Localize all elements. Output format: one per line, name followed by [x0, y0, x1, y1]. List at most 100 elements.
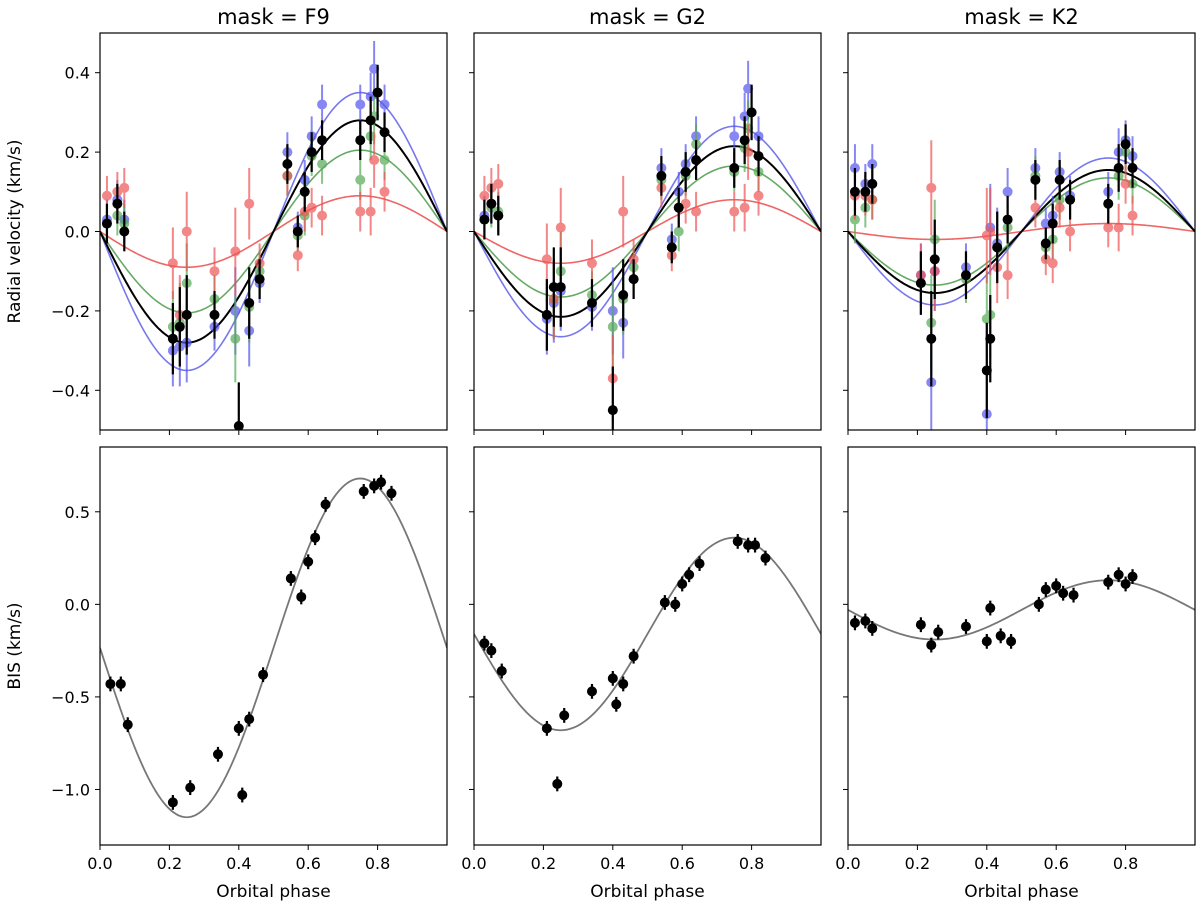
green-point — [230, 333, 241, 344]
BIS-point — [233, 723, 244, 734]
BIS-point — [237, 790, 248, 801]
BIS-point — [1127, 571, 1138, 582]
red-series — [101, 132, 390, 355]
red-point — [753, 190, 764, 201]
red-point — [1002, 270, 1013, 281]
BIS-point — [1120, 578, 1131, 589]
red-point — [209, 266, 220, 277]
panel-3: mask = K2 — [843, 5, 1196, 435]
plot-area — [474, 60, 821, 430]
red-point — [1120, 178, 1131, 189]
BIS-point — [115, 678, 126, 689]
black-point — [174, 321, 185, 332]
panel-5: 0.0 0.2 0.4 0.6 0.8 Orbital phase — [461, 446, 822, 902]
black-point — [929, 254, 940, 265]
x-tick-label: 0.4 — [600, 854, 625, 873]
axes-frame — [473, 446, 822, 846]
BIS-point — [244, 714, 255, 725]
red-point — [739, 202, 750, 213]
y-axis-label: BIS (km/s) — [5, 602, 25, 689]
blue-series — [101, 40, 390, 387]
red-point — [493, 178, 504, 189]
black-point — [1054, 174, 1065, 185]
BIS-point — [981, 636, 992, 647]
black-point — [292, 226, 303, 237]
BIS-point — [867, 623, 878, 634]
BIS-point — [926, 640, 937, 651]
BIS-point — [212, 749, 223, 760]
black-point — [101, 218, 112, 229]
red-point — [1065, 226, 1076, 237]
red-point — [926, 182, 937, 193]
BIS-series — [849, 567, 1138, 653]
black-point — [618, 290, 629, 301]
red-point — [119, 182, 130, 193]
black-point — [486, 198, 497, 209]
red-point — [1103, 222, 1114, 233]
black-series — [849, 124, 1138, 419]
x-axis-label: Orbital phase — [216, 882, 330, 902]
black-point — [915, 278, 926, 289]
green-point — [379, 155, 390, 166]
BIS-point — [1068, 590, 1079, 601]
black-point — [299, 186, 310, 197]
BIS-point — [743, 540, 754, 551]
black-point — [209, 309, 220, 320]
BIS-point — [296, 591, 307, 602]
x-tick-label: 0.0 — [835, 854, 860, 873]
BIS-point — [185, 782, 196, 793]
BIS-point — [960, 621, 971, 632]
BIS-point — [750, 540, 761, 551]
BIS-point — [1051, 580, 1062, 591]
red-series — [479, 124, 764, 423]
BIS-point — [552, 778, 563, 789]
black-point — [112, 198, 123, 209]
red-point — [101, 190, 112, 201]
green-point — [317, 159, 328, 170]
plot-area — [474, 534, 821, 792]
black-point — [548, 282, 559, 293]
red-point — [691, 206, 702, 217]
BIS-point — [541, 723, 552, 734]
green-point — [673, 226, 684, 237]
BIS-point — [628, 651, 639, 662]
panel-6: 0.0 0.2 0.4 0.6 0.8 Orbital phase — [835, 446, 1196, 902]
black-point — [586, 297, 597, 308]
black-point — [119, 226, 130, 237]
black-series — [479, 84, 764, 430]
plot-area — [100, 40, 447, 430]
black-point — [739, 135, 750, 146]
black-model-curve — [474, 145, 821, 318]
BIS-point — [320, 499, 331, 510]
BIS-point — [760, 553, 771, 564]
blue-point — [355, 99, 366, 110]
black-point — [729, 162, 740, 173]
black-point — [1113, 162, 1124, 173]
x-tick-label: 0.0 — [87, 854, 112, 873]
black-model-curve — [848, 168, 1195, 295]
red-point — [230, 246, 241, 257]
BIS-point — [670, 599, 681, 610]
BIS-point — [611, 699, 622, 710]
BIS-point — [486, 645, 497, 656]
black-point — [181, 309, 192, 320]
x-tick-label: 0.6 — [295, 854, 320, 873]
y-tick-label: 0.5 — [65, 503, 90, 522]
blue-point — [1002, 186, 1013, 197]
plot-area — [100, 474, 447, 819]
green-series — [849, 132, 1138, 371]
bis-fit-curve — [848, 579, 1195, 641]
panel-title: mask = G2 — [589, 5, 706, 29]
BIS-point — [167, 797, 178, 808]
black-point — [379, 127, 390, 138]
BIS-point — [1033, 599, 1044, 610]
panel-4: 0.0 0.2 0.4 0.6 0.8 0.5 0.0 −0.5 −1.0 Orbital pha… — [5, 446, 448, 902]
red-point — [555, 222, 566, 233]
y-tick-label: 0.2 — [65, 143, 90, 162]
panel-title: mask = F9 — [217, 5, 330, 29]
panel-1: 0.4 0.2 0.0 −0.2 −0.4 mask = F9 Radial velocit… — [5, 5, 448, 435]
y-tick-label: −0.4 — [51, 381, 90, 400]
BIS-point — [849, 617, 860, 628]
green-point — [607, 321, 618, 332]
